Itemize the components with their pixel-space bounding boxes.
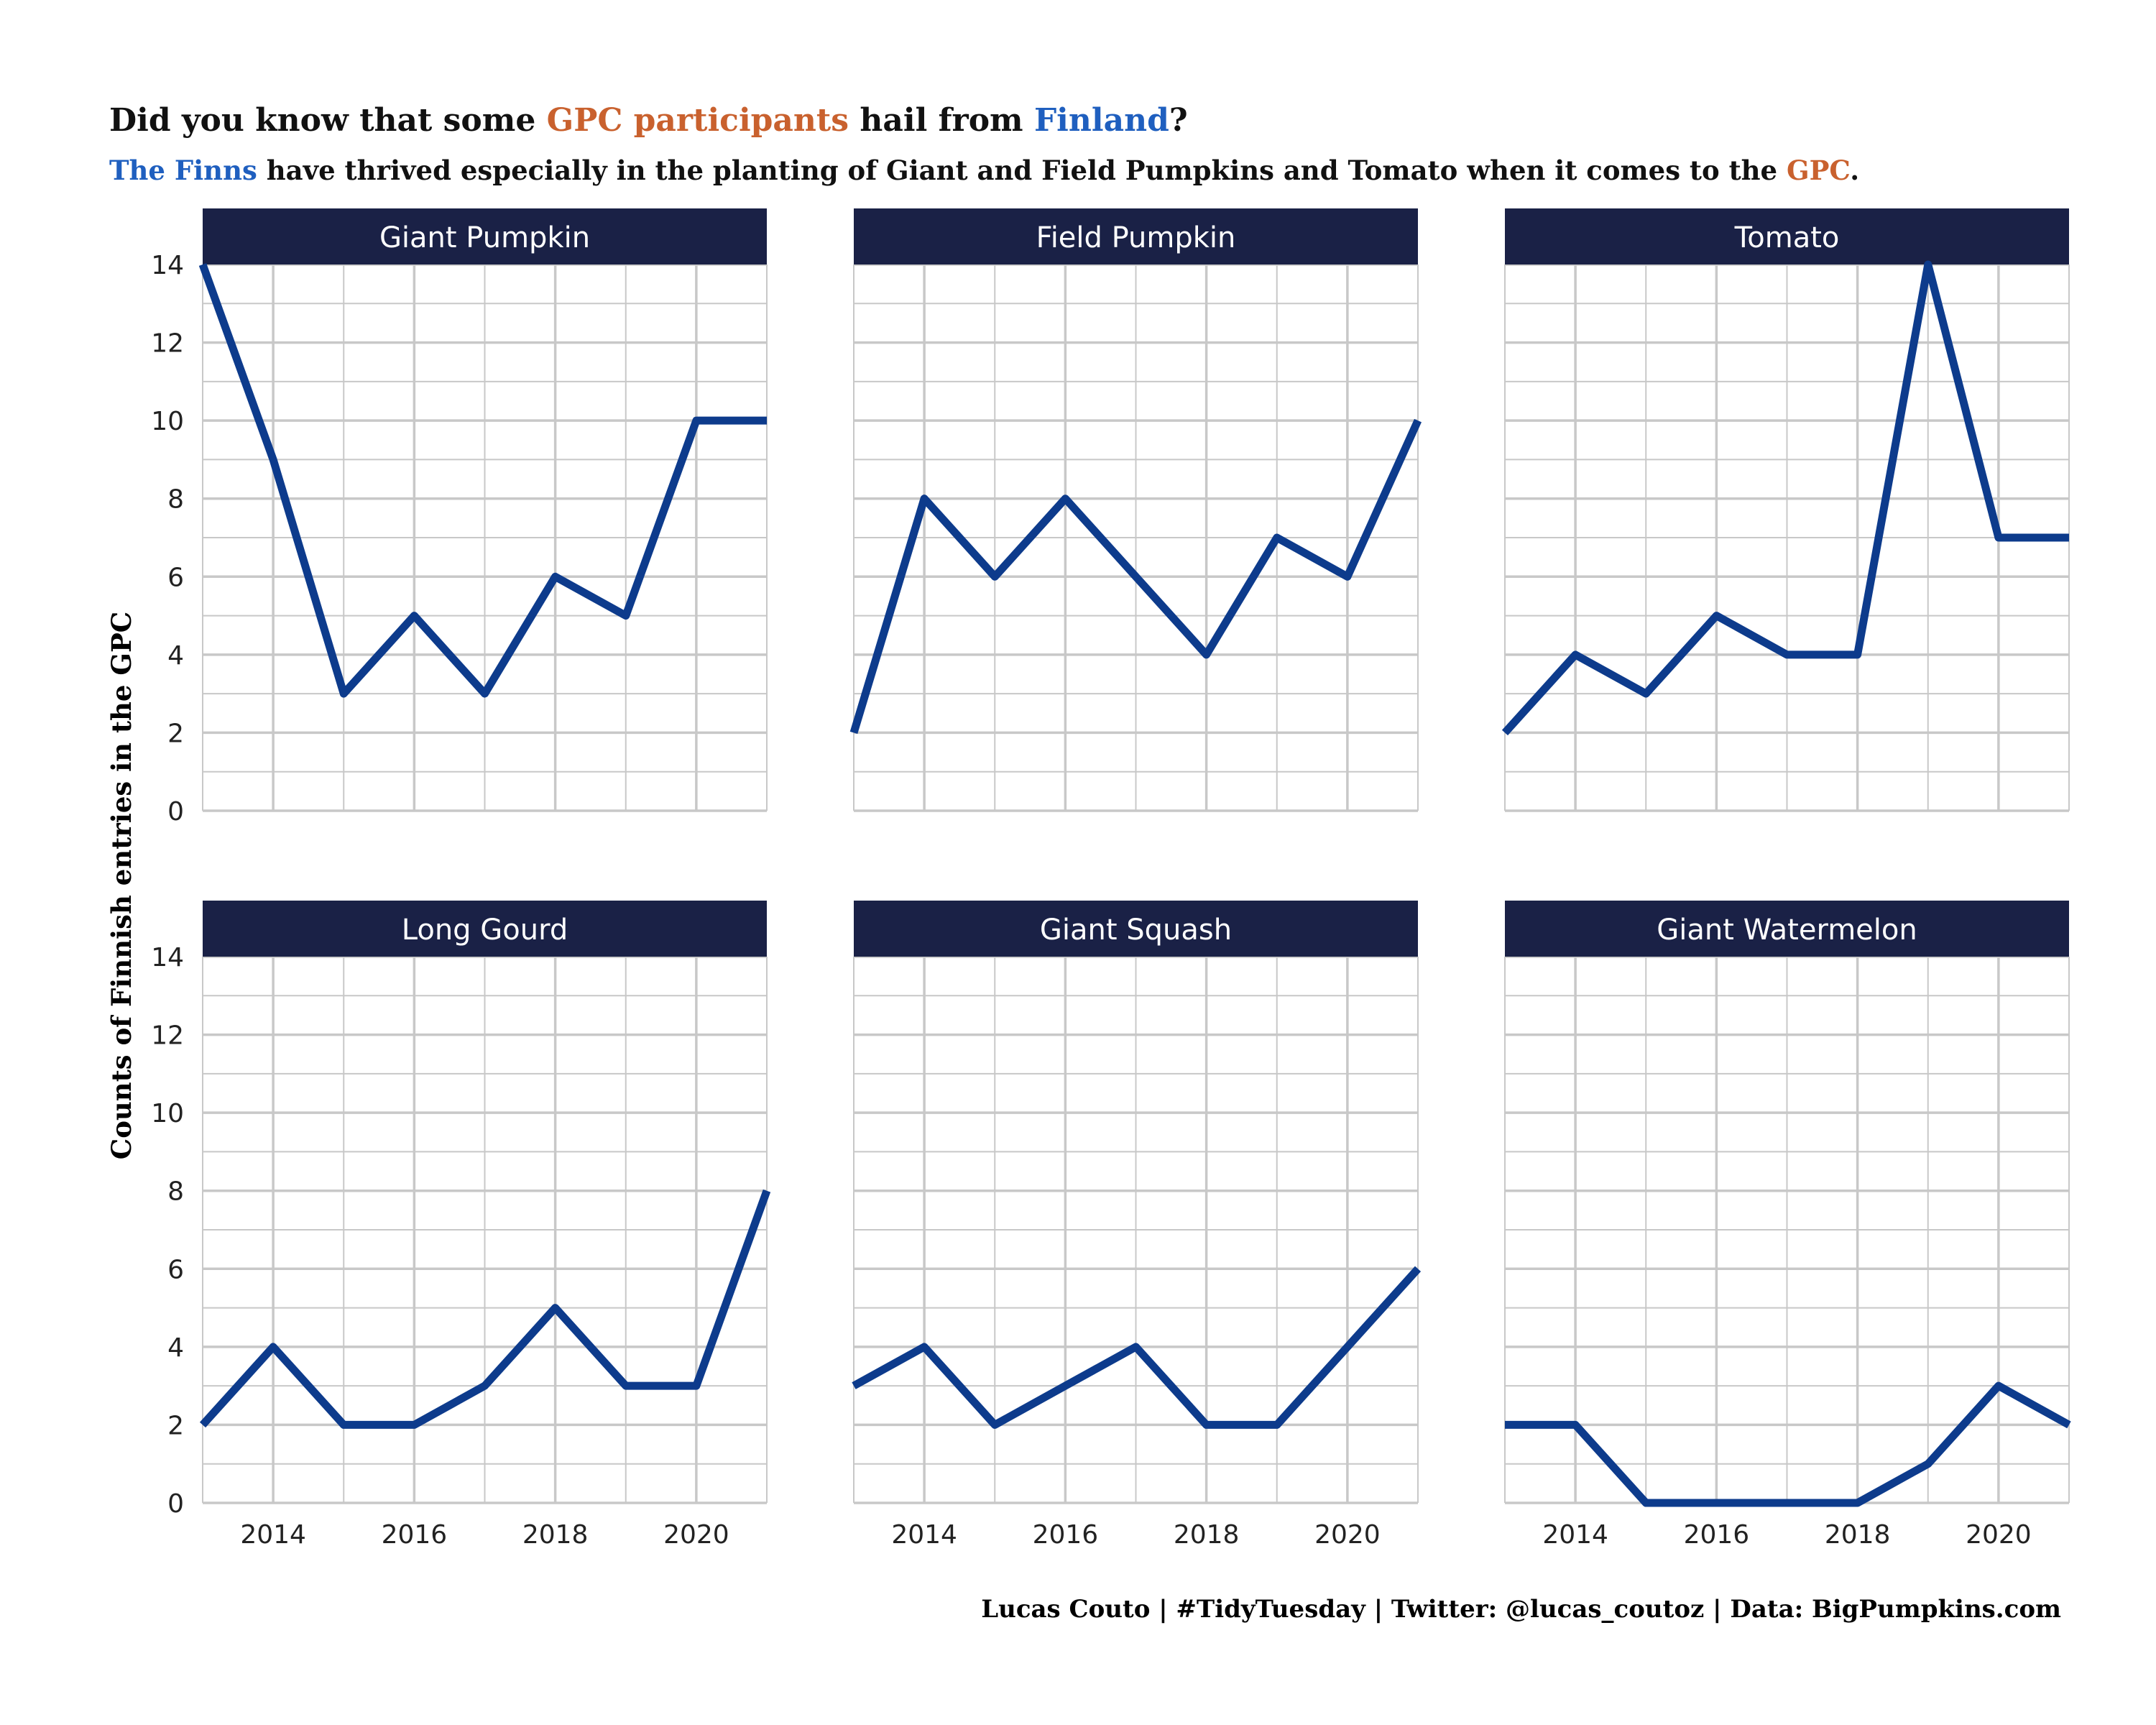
facet-strip-label: Giant Squash <box>1040 914 1232 947</box>
facet-strip-label: Giant Watermelon <box>1657 914 1917 947</box>
panel-giant-watermelon: Giant Watermelon 2014 2016 2018 2020 <box>1504 901 2071 1550</box>
subtitle-part-2: GPC <box>1787 155 1850 186</box>
y-tick-label: 6 <box>167 563 184 592</box>
facet-strip <box>1505 208 2069 264</box>
y-tick-label: 2 <box>167 719 184 748</box>
facet-strip <box>203 208 767 264</box>
series-line-field-pumpkin <box>849 418 1422 734</box>
facet-panels: Giant Pumpkin 0 2 4 6 8 10 12 14 Field Pumpkin Tom… <box>151 208 2071 1550</box>
y-tick-label: 14 <box>151 251 184 280</box>
subtitle-part-3: . <box>1850 155 1859 186</box>
title-part-2: hail from <box>849 102 1034 139</box>
panel-long-gourd: Long Gourd 0 2 4 6 8 10 12 14 2014 2016 2018 2020 <box>151 901 771 1550</box>
y-tick-label: 2 <box>167 1411 184 1440</box>
y-tick-label: 8 <box>167 485 184 515</box>
series-line-long-gourd <box>199 1189 771 1429</box>
panel-giant-pumpkin: Giant Pumpkin 0 2 4 6 8 10 12 14 <box>151 208 768 827</box>
panel-field-pumpkin: Field Pumpkin <box>849 208 1422 812</box>
title-part-3: Finland <box>1034 102 1169 139</box>
y-tick-label: 10 <box>151 1099 184 1128</box>
title-part-4: ? <box>1169 102 1188 139</box>
x-tick-label: 2020 <box>1966 1520 2032 1550</box>
title-part-1: GPC participants <box>547 102 849 139</box>
facet-strip-label: Long Gourd <box>402 914 568 947</box>
x-tick-label: 2014 <box>1542 1520 1608 1550</box>
y-tick-label: 12 <box>151 1021 184 1051</box>
series-line-tomato <box>1501 260 2069 736</box>
panel-tomato: Tomato <box>1501 208 2070 812</box>
y-tick-label: 4 <box>167 641 184 671</box>
x-tick-label: 2020 <box>663 1520 729 1550</box>
y-tick-label: 8 <box>167 1177 184 1207</box>
y-tick-label: 4 <box>167 1333 184 1363</box>
x-tick-label: 2014 <box>891 1520 957 1550</box>
x-tick-label: 2018 <box>1174 1520 1240 1550</box>
series-line-giant-pumpkin <box>198 263 767 698</box>
facet-strip-label: Field Pumpkin <box>1036 221 1236 254</box>
y-tick-label: 12 <box>151 329 184 359</box>
chart-title: Did you know that some GPC participants … <box>109 102 1188 139</box>
facet-strip-label: Giant Pumpkin <box>379 221 590 254</box>
y-tick-label: 0 <box>167 1489 184 1519</box>
subtitle-part-1: have thrived especially in the planting … <box>257 155 1787 186</box>
y-tick-label: 0 <box>167 797 184 827</box>
series-line-giant-squash <box>852 1266 1422 1429</box>
chart-subtitle: The Finns have thrived especially in the… <box>109 155 1859 186</box>
x-tick-label: 2018 <box>522 1520 589 1550</box>
x-tick-label: 2016 <box>1033 1520 1099 1550</box>
x-tick-label: 2016 <box>382 1520 448 1550</box>
facet-strip <box>854 208 1418 264</box>
caption: Lucas Couto | #TidyTuesday | Twitter: @l… <box>981 1595 2061 1624</box>
facet-strip <box>1505 901 2069 957</box>
y-tick-label: 6 <box>167 1255 184 1284</box>
series-line-giant-watermelon <box>1505 1381 2071 1507</box>
facet-strip-label: Tomato <box>1734 221 1840 254</box>
x-tick-label: 2020 <box>1314 1520 1381 1550</box>
y-tick-label: 10 <box>151 407 184 436</box>
panel-giant-squash: Giant Squash 2014 2016 2018 2020 <box>852 901 1422 1550</box>
x-tick-label: 2018 <box>1825 1520 1891 1550</box>
x-tick-label: 2016 <box>1684 1520 1750 1550</box>
title-part-0: Did you know that some <box>109 102 547 139</box>
y-axis-label: Counts of Finnish entries in the GPC <box>106 612 137 1159</box>
facet-strip <box>203 901 767 957</box>
y-tick-label: 14 <box>151 943 184 972</box>
facet-strip <box>854 901 1418 957</box>
subtitle-part-0: The Finns <box>109 155 257 186</box>
x-tick-label: 2014 <box>240 1520 306 1550</box>
